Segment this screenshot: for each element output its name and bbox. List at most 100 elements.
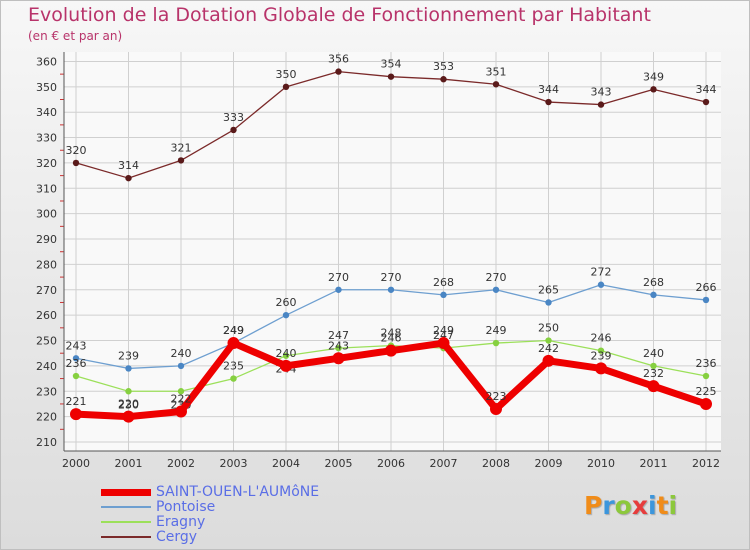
data-point (597, 347, 605, 354)
legend-label: SAINT-OUEN-L'AUMôNE (156, 484, 320, 500)
legend-item: Cergy (101, 529, 401, 545)
legend-swatch (101, 536, 151, 538)
chart-legend: SAINT-OUEN-L'AUMôNE Pontoise Eragny Cergy (101, 484, 401, 545)
chart-title: Evolution de la Dotation Globale de Fonc… (28, 4, 651, 26)
x-tick-label: 2006 (377, 457, 405, 470)
logo-letter: o (614, 491, 632, 520)
data-point (72, 159, 80, 167)
data-point (175, 405, 187, 418)
x-tick-label: 2008 (482, 457, 510, 470)
logo-letter: t (656, 491, 669, 520)
data-point (332, 352, 345, 365)
data-point (125, 174, 132, 182)
data-point (177, 388, 185, 395)
data-label: 353 (433, 60, 454, 73)
x-tick-label: 2001 (115, 457, 143, 470)
data-label: 249 (433, 324, 454, 337)
data-label: 356 (328, 53, 349, 66)
y-tick-label: 300 (36, 208, 57, 221)
data-point (492, 339, 500, 347)
data-point (72, 372, 80, 380)
data-point (492, 286, 500, 293)
logo-letter: P (584, 491, 603, 520)
x-tick-label: 2002 (167, 457, 195, 470)
data-label: 242 (538, 342, 559, 355)
data-label: 222 (171, 393, 192, 406)
y-tick-label: 290 (36, 233, 57, 246)
x-tick-label: 2003 (220, 457, 248, 470)
data-label: 344 (696, 83, 717, 96)
data-point (597, 281, 605, 288)
data-point (650, 291, 657, 299)
data-label: 240 (171, 347, 192, 360)
y-tick-label: 260 (36, 309, 57, 322)
data-label: 350 (276, 68, 297, 81)
x-tick-label: 2009 (535, 457, 563, 470)
data-point (387, 286, 395, 293)
data-label: 320 (66, 144, 87, 157)
data-point (282, 83, 290, 91)
logo-letter: x (631, 491, 648, 520)
data-label: 243 (66, 339, 87, 352)
data-label: 249 (223, 324, 244, 337)
data-point (70, 408, 82, 421)
data-label: 260 (276, 296, 297, 309)
data-point (545, 337, 552, 344)
data-label: 270 (328, 271, 349, 284)
legend-swatch (101, 521, 151, 523)
data-point (440, 76, 447, 83)
data-label: 250 (538, 322, 559, 335)
data-point (387, 73, 395, 80)
data-point (437, 337, 450, 350)
data-point (280, 359, 292, 372)
y-tick-label: 220 (36, 411, 57, 424)
x-tick-label: 2000 (62, 457, 90, 470)
data-label: 240 (643, 347, 664, 360)
data-label: 321 (171, 141, 192, 154)
data-label: 239 (591, 349, 612, 362)
legend-item: Eragny (101, 514, 401, 530)
legend-item: Pontoise (101, 499, 401, 515)
data-label: 248 (381, 327, 402, 340)
legend-swatch (101, 506, 151, 508)
data-point (72, 355, 80, 362)
data-point (440, 291, 447, 299)
data-point (125, 365, 132, 372)
data-label: 249 (486, 324, 507, 337)
data-label: 343 (591, 86, 612, 99)
y-tick-label: 320 (36, 157, 57, 170)
data-label: 232 (643, 367, 664, 380)
data-point (335, 286, 342, 293)
data-point (647, 380, 660, 393)
data-point (230, 375, 237, 382)
data-label: 221 (66, 395, 87, 408)
data-label: 236 (696, 357, 717, 370)
data-point (597, 101, 605, 108)
data-label: 354 (381, 58, 402, 71)
x-tick-label: 2010 (587, 457, 615, 470)
data-label: 247 (328, 329, 349, 342)
proxiti-logo: Proxiti (584, 491, 677, 520)
data-point (542, 354, 555, 367)
data-label: 225 (696, 385, 717, 398)
data-point (335, 68, 342, 75)
legend-label: Pontoise (156, 499, 216, 515)
y-tick-label: 340 (36, 106, 57, 119)
data-label: 351 (486, 65, 507, 78)
data-point (385, 344, 397, 357)
data-point (492, 81, 500, 88)
data-label: 349 (643, 70, 664, 83)
data-label: 265 (538, 283, 559, 296)
data-label: 268 (643, 276, 664, 289)
y-tick-label: 280 (36, 258, 57, 271)
data-point (595, 362, 607, 375)
data-label: 247 (433, 329, 454, 342)
x-tick-label: 2004 (272, 457, 300, 470)
y-tick-label: 270 (36, 284, 57, 297)
legend-label: Eragny (156, 514, 206, 530)
data-label: 240 (276, 347, 297, 360)
data-label: 270 (381, 271, 402, 284)
data-label: 270 (486, 271, 507, 284)
data-label: 268 (433, 276, 454, 289)
data-label: 249 (223, 324, 244, 337)
